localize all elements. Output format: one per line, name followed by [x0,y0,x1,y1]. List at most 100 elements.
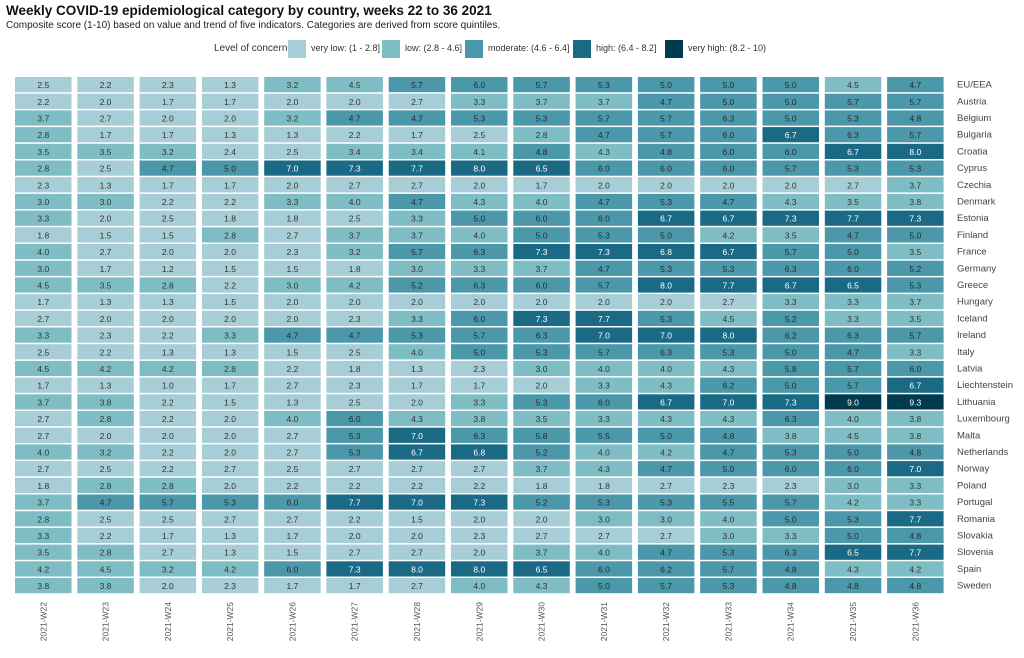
cell-value-label: 6.7 [722,214,734,224]
x-tick-label: 2021-W35 [848,602,858,641]
heatmap-cell [77,127,134,143]
heatmap-cell [637,294,695,310]
cell-value-label: 2.0 [473,548,485,558]
cell-value-label: 7.0 [411,431,423,441]
cell-value-label: 5.0 [909,230,921,240]
cell-value-label: 8.0 [473,164,485,174]
cell-value-label: 3.7 [37,498,49,508]
heatmap-cell [824,260,882,276]
cell-value-label: 3.3 [473,264,485,274]
heatmap-cell [388,461,446,477]
cell-value-label: 6.0 [536,214,548,224]
heatmap-cell [388,377,446,393]
cell-value-label: 1.5 [286,264,298,274]
cell-value-label: 5.7 [598,347,610,357]
cell-value-label: 3.7 [349,230,361,240]
cell-value-label: 3.8 [473,414,485,424]
cell-value-label: 3.3 [785,297,797,307]
heatmap-cell [887,327,944,343]
heatmap-cell [887,143,944,159]
cell-value-label: 2.2 [100,531,112,541]
cell-value-label: 6.7 [660,214,672,224]
cell-value-label: 1.7 [162,180,174,190]
cell-value-label: 5.8 [785,364,797,374]
cell-value-label: 4.7 [286,331,298,341]
cell-value-label: 4.7 [660,97,672,107]
cell-value-label: 5.0 [847,448,859,458]
cell-value-label: 1.3 [100,381,112,391]
heatmap-cell [388,427,446,443]
cell-value-label: 1.3 [162,297,174,307]
heatmap-cell [326,377,383,393]
cell-value-label: 1.5 [411,514,423,524]
cell-value-label: 1.7 [100,264,112,274]
legend-label: low: (2.8 - 4.6] [405,43,463,53]
legend-label: high: (6.4 - 8.2] [596,43,657,53]
heatmap-cell [201,511,259,527]
heatmap-cell [575,411,633,427]
cell-value-label: 6.3 [722,114,734,124]
heatmap-cell [201,177,259,193]
heatmap-cell [824,110,882,126]
heatmap-cell [77,277,134,293]
cell-value-label: 3.8 [909,431,921,441]
heatmap-cell [887,193,944,210]
cell-value-label: 5.7 [660,581,672,591]
cell-value-label: 2.0 [286,97,298,107]
cell-value-label: 6.0 [909,364,921,374]
heatmap-cell [575,377,633,393]
heatmap-cell [637,527,695,544]
heatmap-cell [575,227,633,243]
heatmap-cell [824,477,882,493]
cell-value-label: 5.3 [847,514,859,524]
cell-value-label: 6.0 [785,147,797,157]
cell-value-label: 1.7 [100,130,112,140]
heatmap-cell [201,494,259,510]
heatmap-cell [201,277,259,293]
heatmap-cell [139,561,197,577]
heatmap-cell [887,377,944,393]
heatmap-cell [513,477,570,493]
heatmap-cell [326,578,383,594]
cell-value-label: 2.7 [224,464,236,474]
cell-value-label: 5.0 [473,214,485,224]
heatmap-cell [637,477,695,493]
heatmap-cell [824,160,882,176]
heatmap-cell [887,93,944,109]
heatmap-cell [451,544,508,560]
cell-value-label: 2.0 [349,297,361,307]
heatmap-cell [451,444,508,460]
heatmap-cell [513,344,570,360]
cell-value-label: 2.5 [473,130,485,140]
cell-value-label: 2.8 [536,130,548,140]
heatmap-cell [824,360,882,377]
heatmap-cell [762,277,819,293]
heatmap-cell [264,143,321,159]
cell-value-label: 1.7 [411,130,423,140]
heatmap-cell [77,210,134,226]
heatmap-cell [139,444,197,460]
cell-value-label: 2.0 [100,97,112,107]
heatmap-cell [575,527,633,544]
heatmap-cell [139,244,197,260]
heatmap-cell [887,110,944,126]
heatmap-cell [762,177,819,193]
heatmap-cell [201,227,259,243]
heatmap-cell [451,427,508,443]
chart-subtitle: Composite score (1-10) based on value an… [6,20,501,31]
cell-value-label: 1.5 [286,347,298,357]
heatmap-cell [575,327,633,343]
cell-value-label: 2.0 [473,514,485,524]
heatmap-cell [139,344,197,360]
cell-value-label: 3.2 [162,564,174,574]
cell-value-label: 3.8 [785,431,797,441]
heatmap-cell [887,561,944,577]
cell-value-label: 7.0 [909,464,921,474]
cell-value-label: 4.3 [598,464,610,474]
heatmap-cell [201,143,259,159]
cell-value-label: 4.0 [598,548,610,558]
heatmap-cell [700,143,757,159]
heatmap-cell [887,310,944,326]
heatmap-cell [326,394,383,410]
cell-value-label: 2.7 [37,314,49,324]
